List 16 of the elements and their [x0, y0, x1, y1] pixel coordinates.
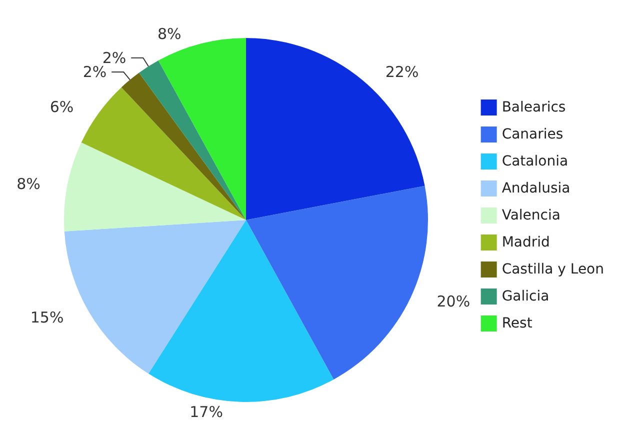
legend-label: Rest [502, 316, 533, 332]
legend-label: Balearics [502, 100, 566, 116]
data-label: 8% [16, 175, 40, 194]
legend-label: Galicia [502, 288, 550, 304]
legend-label: Madrid [502, 234, 550, 250]
legend-label: Catalonia [502, 154, 568, 170]
data-label: 17% [190, 402, 223, 421]
data-label: 15% [30, 308, 64, 327]
data-label: 22% [385, 63, 419, 82]
legend-label: Castilla y Leon [502, 262, 604, 278]
legend-label: Valencia [502, 208, 560, 224]
legend-label: Andalusia [502, 180, 570, 196]
data-label: 8% [157, 25, 182, 44]
legend-label: Canaries [502, 126, 564, 142]
data-label: 20% [436, 292, 470, 311]
data-label: 6% [50, 98, 74, 116]
